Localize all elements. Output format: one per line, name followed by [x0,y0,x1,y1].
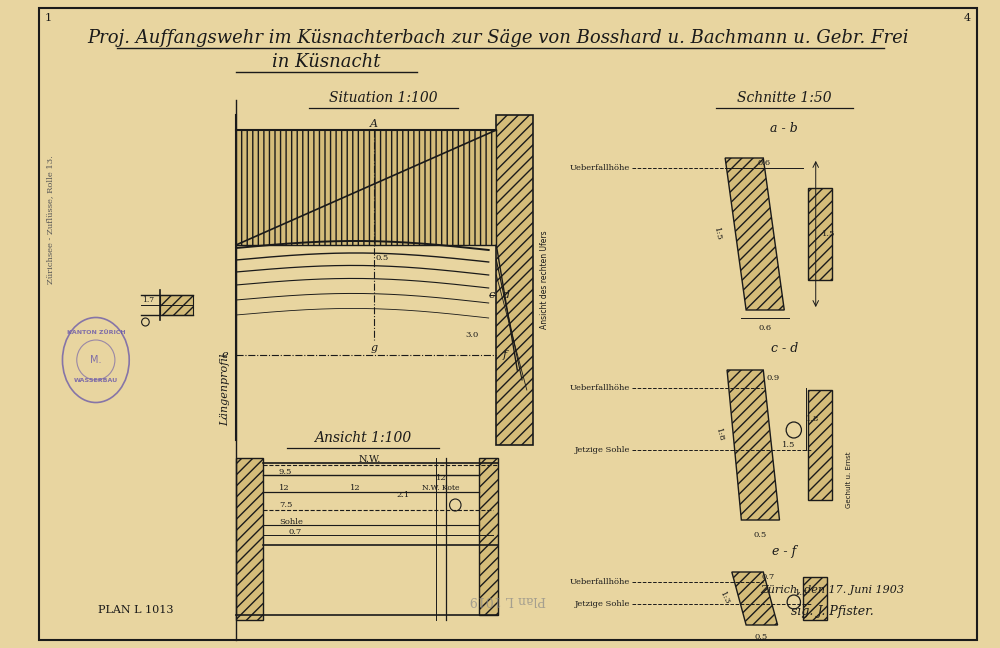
Polygon shape [236,130,496,245]
Text: N.W.: N.W. [358,456,381,465]
Text: Ueberfallhöhe: Ueberfallhöhe [570,164,630,172]
Text: Ueberfallhöhe: Ueberfallhöhe [570,578,630,586]
Text: in Küsnacht: in Küsnacht [272,53,381,71]
Polygon shape [160,295,193,315]
Text: 12: 12 [279,484,290,492]
Text: Längenprofil: Längenprofil [221,354,231,426]
Text: Ueberfallhöhe: Ueberfallhöhe [570,384,630,392]
Text: 1:5: 1:5 [712,227,723,242]
Text: M.: M. [90,355,102,365]
Text: 3.0: 3.0 [465,331,478,339]
Polygon shape [808,188,832,280]
Polygon shape [725,158,784,310]
Polygon shape [479,458,498,615]
Text: e - f: e - f [772,546,796,559]
Text: c - d: c - d [771,341,798,354]
Text: 1.5: 1.5 [822,230,836,238]
Text: 2.1: 2.1 [396,491,409,499]
Text: Plan L 1019: Plan L 1019 [470,594,546,607]
Polygon shape [727,370,779,520]
Text: 12: 12 [350,484,361,492]
Text: 0.5: 0.5 [754,531,767,539]
Text: Zürich, den 17. Juni 1903: Zürich, den 17. Juni 1903 [760,585,904,595]
Text: Situation 1:100: Situation 1:100 [329,91,438,105]
Text: 1.8: 1.8 [806,415,820,423]
Text: 12: 12 [436,474,446,482]
Text: g: g [371,343,378,353]
Text: 0.7: 0.7 [761,573,775,581]
Text: Ansicht 1:100: Ansicht 1:100 [314,431,411,445]
Text: 4: 4 [964,13,971,23]
Text: PLAN L 1013: PLAN L 1013 [98,605,173,615]
Text: 0.9: 0.9 [766,374,779,382]
Text: Jetzige Sohle: Jetzige Sohle [574,600,630,608]
Text: N.W. Kote: N.W. Kote [422,484,460,492]
Text: f: f [503,350,507,360]
Text: 1.5: 1.5 [795,589,808,597]
Text: KANTON ZÜRICH: KANTON ZÜRICH [67,329,125,334]
Text: Jetzige Sohle: Jetzige Sohle [574,446,630,454]
Text: 0.7: 0.7 [288,528,302,536]
Polygon shape [803,577,827,620]
Text: Proj. Auffangswehr im Küsnachterbach zur Säge von Bosshard u. Bachmann u. Gebr. : Proj. Auffangswehr im Küsnachterbach zur… [87,29,909,47]
Text: 0.6: 0.6 [759,324,772,332]
Text: d: d [503,290,510,300]
Text: Ansicht des rechten Ufers: Ansicht des rechten Ufers [540,231,549,329]
Text: 1:8: 1:8 [714,428,725,443]
Polygon shape [236,458,263,620]
Text: Zürichsee - Zuflüsse, Rolle 13.: Zürichsee - Zuflüsse, Rolle 13. [46,156,54,284]
Polygon shape [236,130,496,245]
Text: 1:3: 1:3 [718,590,731,606]
Polygon shape [732,572,778,625]
Text: 7.5: 7.5 [279,501,292,509]
Text: e: e [222,350,228,360]
Text: 0.5: 0.5 [375,254,389,262]
Polygon shape [496,115,533,445]
Text: sig. J. Pfister.: sig. J. Pfister. [791,605,873,618]
Text: a - b: a - b [770,122,798,135]
Text: Sohle: Sohle [279,518,303,526]
Polygon shape [808,390,832,500]
Text: c: c [489,290,495,300]
Text: Gechult u. Ernst: Gechult u. Ernst [846,452,852,508]
Text: A: A [370,119,378,129]
Text: 0.5: 0.5 [755,633,768,641]
Text: 1.5: 1.5 [782,441,796,449]
Text: 1.7: 1.7 [142,296,154,304]
Text: Schnitte 1:50: Schnitte 1:50 [737,91,832,105]
Text: 1: 1 [45,13,52,23]
Text: WASSERBAU: WASSERBAU [74,378,118,382]
Text: 0.6: 0.6 [758,159,771,167]
Text: 9.5: 9.5 [279,468,292,476]
